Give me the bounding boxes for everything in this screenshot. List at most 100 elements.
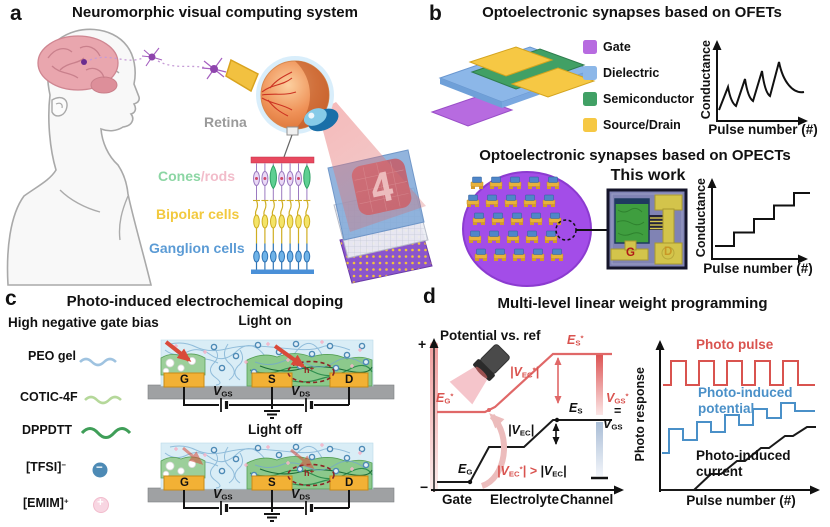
dppdtt-symbol (80, 427, 132, 439)
potential-axis-label: Potential vs. ref (440, 328, 541, 343)
photo-pulse-curve (663, 360, 815, 386)
cotic4f-symbol (84, 395, 122, 405)
opect-graph-ylabel: Conductance (694, 178, 708, 258)
micro-gate-label: G (626, 247, 635, 259)
microscope-image (606, 188, 688, 270)
vgs-star-label: VGS* (606, 391, 629, 406)
opects-title: Optoelectronic synapses based on OPECTs (479, 147, 791, 164)
drain-label-on: D (345, 374, 354, 386)
staircase-conductance-curve (715, 192, 810, 247)
material-emim: [EMIM]+ (23, 496, 69, 510)
photo-potential-label-2: potential (698, 401, 755, 416)
vds-label-on: VDS (291, 384, 311, 399)
semiconductor-color-swatch (583, 92, 597, 106)
gate-label-on: G (180, 374, 189, 386)
light-arrow (164, 340, 192, 362)
panel-b-illustration (430, 40, 810, 287)
panel-label-d: d (423, 285, 436, 308)
faded-light-arrow (182, 446, 204, 465)
opect-graph-xlabel: Pulse number (#) (703, 261, 813, 276)
pulse-number-xlabel-d: Pulse number (#) (686, 493, 796, 508)
photo-current-label-1: Photo-induced (696, 448, 791, 463)
eye-illustration (225, 56, 339, 158)
retinal-vessels (261, 71, 297, 117)
emim-charge-glyph: + (97, 497, 104, 509)
faded-light-arrow (290, 448, 315, 469)
channel-drop-dark (596, 422, 603, 476)
ofet-3d-device (430, 46, 596, 127)
panel-a-title: Neuromorphic visual computing system (72, 4, 358, 21)
ganglion-cells-label: Ganglion cells (149, 240, 245, 256)
channel-drop-light (596, 355, 603, 415)
drain-label-off: D (345, 477, 354, 489)
material-cotic-4f: COTIC-4F (20, 390, 78, 404)
wafer-array (462, 171, 608, 287)
drain-electrode (654, 194, 683, 265)
photo-current-label-2: current (696, 464, 743, 479)
micro-drain-label: D (664, 246, 673, 258)
head-profile (6, 28, 153, 286)
brain-folds (47, 45, 105, 79)
photo-potential-curve (662, 402, 815, 454)
brain-neuron-soma (81, 59, 87, 65)
x-label-gate: Gate (442, 492, 473, 507)
cone-cell (269, 164, 277, 190)
ofets-title: Optoelectronic synapses based on OFETs (482, 4, 782, 21)
light-off-label: Light off (248, 422, 302, 437)
panel-d-response-graph (655, 340, 820, 495)
inequality-label: |VEC*| > |VEC| (497, 464, 567, 479)
equals-sign: = (614, 404, 622, 418)
interdigitated-region (649, 215, 666, 230)
x-label-channel: Channel (560, 492, 614, 507)
ear (51, 96, 68, 117)
optic-nerve (225, 58, 259, 93)
photo-potential-label-1: Photo-induced (698, 385, 793, 400)
source-label-off: S (268, 477, 276, 489)
bipolar-cells-label: Bipolar cells (156, 206, 240, 222)
emim-symbol (93, 497, 109, 513)
retina-cell-diagram (250, 156, 315, 274)
retina-label: Retina (204, 114, 247, 130)
panel-d-title: Multi-level linear weight programming (497, 295, 768, 312)
eg-star-label: EG* (436, 391, 454, 406)
panel-c-title: Photo-induced electrochemical doping (66, 293, 344, 310)
material-tfsi: [TFSI]− (26, 460, 66, 474)
legend-item-gate: Gate (583, 40, 631, 54)
photoexcitation-arrow (480, 413, 508, 489)
legend-item-source-drain: Source/Drain (583, 118, 681, 132)
x-label-electrolyte: Electrolyte (490, 492, 560, 507)
flashlight-icon (449, 344, 510, 405)
panel-label-b: b (429, 2, 442, 25)
ofet-graph-ylabel: Conductance (699, 40, 713, 120)
vec-star-label: |VEC*| (510, 365, 540, 380)
vds-label-off: VDS (291, 487, 311, 502)
cerebellum (90, 76, 118, 94)
gate-color-swatch (583, 40, 597, 54)
retina-zoom-box (286, 126, 299, 136)
panel-a-illustration: 4 (6, 28, 433, 286)
panel-d-energy-diagram (429, 338, 624, 495)
gate-bias-label: High negative gate bias (8, 315, 159, 330)
legend-item-dielectric: Dielectric (583, 66, 659, 80)
ofet-graph-xlabel: Pulse number (#) (708, 122, 818, 137)
vgs-label-d: VGS (603, 417, 623, 432)
source-label-on: S (268, 374, 276, 386)
light-on-label: Light on (238, 313, 292, 328)
plus-sign: + (418, 336, 427, 352)
opect-graph (707, 178, 810, 264)
es-label: ES (569, 401, 583, 416)
panel-label-c: c (5, 287, 17, 310)
material-peo-gel: PEO gel (28, 349, 76, 363)
vgs-label-off: VGS (213, 487, 233, 502)
gate-electrode (610, 240, 649, 261)
ofet-graph (712, 40, 808, 126)
volatile-conductance-curve (718, 61, 805, 111)
holes-label-off: h⁺ (304, 468, 315, 478)
peo-gel-symbol (79, 357, 117, 367)
tfsi-charge-glyph: − (96, 462, 103, 474)
material-dppdtt: DPPDTT (22, 423, 72, 437)
panel-label-a: a (10, 2, 22, 25)
minus-sign: − (420, 479, 429, 495)
